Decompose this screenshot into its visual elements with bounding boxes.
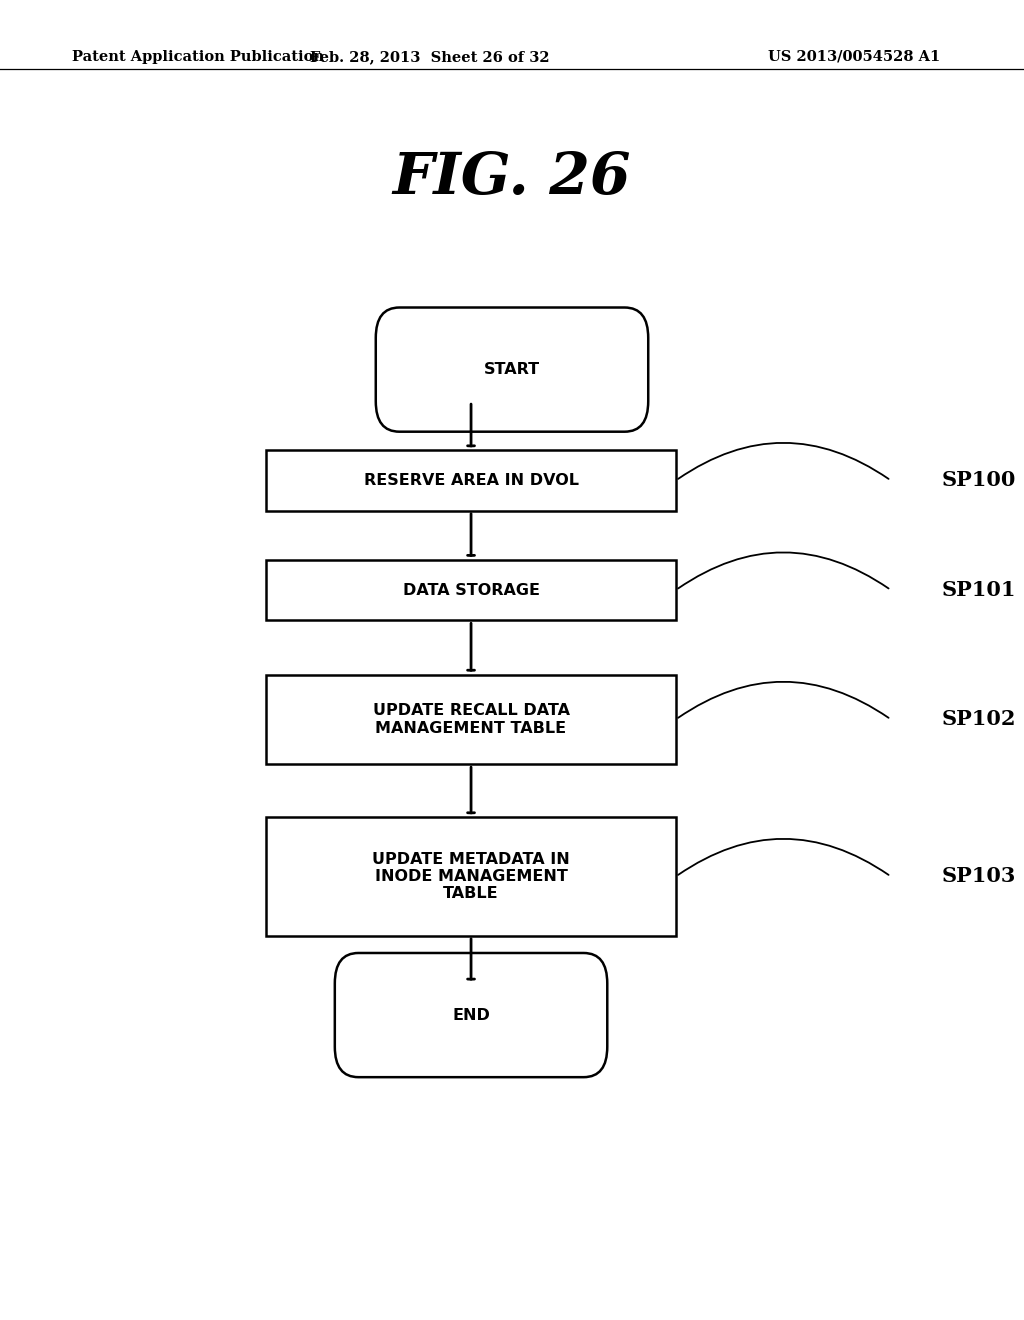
Text: SP102: SP102 [942,709,1017,730]
FancyBboxPatch shape [335,953,607,1077]
Text: SP100: SP100 [942,470,1017,491]
Text: FIG. 26: FIG. 26 [393,150,631,206]
FancyBboxPatch shape [376,308,648,432]
Text: SP103: SP103 [942,866,1017,887]
Text: UPDATE RECALL DATA
MANAGEMENT TABLE: UPDATE RECALL DATA MANAGEMENT TABLE [373,704,569,735]
Bar [266,450,676,511]
Text: Patent Application Publication: Patent Application Publication [72,50,324,63]
Bar [266,817,676,936]
Bar [266,560,676,620]
Bar [266,675,676,764]
Text: SP101: SP101 [942,579,1017,601]
Text: US 2013/0054528 A1: US 2013/0054528 A1 [768,50,940,63]
Text: DATA STORAGE: DATA STORAGE [402,582,540,598]
Text: Feb. 28, 2013  Sheet 26 of 32: Feb. 28, 2013 Sheet 26 of 32 [310,50,550,63]
Text: END: END [453,1007,489,1023]
Text: UPDATE METADATA IN
INODE MANAGEMENT
TABLE: UPDATE METADATA IN INODE MANAGEMENT TABL… [372,851,570,902]
Text: RESERVE AREA IN DVOL: RESERVE AREA IN DVOL [364,473,579,488]
Text: START: START [484,362,540,378]
